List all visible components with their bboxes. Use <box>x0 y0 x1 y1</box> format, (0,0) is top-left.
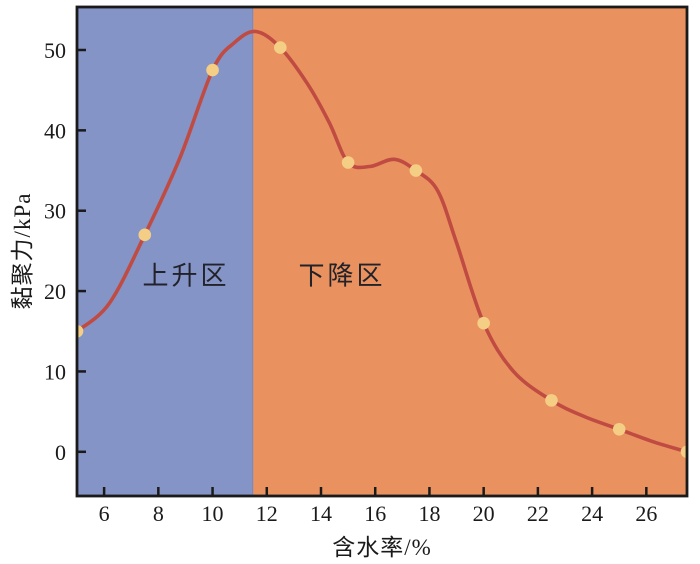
zone-region-falling <box>253 7 687 496</box>
x-tick-label: 16 <box>364 501 386 526</box>
x-tick-label: 8 <box>153 501 164 526</box>
zone-label-rising: 上升区 <box>142 261 230 291</box>
y-tick-label: 0 <box>55 440 66 465</box>
data-point-marker <box>206 63 219 77</box>
x-tick-label: 14 <box>310 501 332 526</box>
data-point-marker <box>274 41 287 54</box>
plot-border <box>75 5 689 498</box>
x-tick-label: 12 <box>256 501 278 526</box>
data-point-marker <box>680 445 687 459</box>
data-point-marker <box>545 394 558 407</box>
y-tick-label: 40 <box>44 118 66 143</box>
data-point-marker <box>477 316 490 330</box>
data-point-marker <box>612 422 626 436</box>
x-tick-label: 20 <box>473 501 495 526</box>
x-tick-label: 10 <box>202 501 224 526</box>
x-tick-label: 22 <box>527 501 549 526</box>
y-tick-label: 10 <box>44 359 66 384</box>
y-tick-label: 50 <box>44 38 66 63</box>
data-point-marker <box>138 228 152 242</box>
x-tick-label: 26 <box>635 501 657 526</box>
x-axis-label: 含水率/% <box>332 535 432 560</box>
x-tick-label: 18 <box>418 501 440 526</box>
x-tick-label: 6 <box>99 501 110 526</box>
data-point-marker <box>341 156 355 169</box>
zone-label-falling: 下降区 <box>298 261 386 291</box>
x-tick-label: 24 <box>581 501 603 526</box>
y-tick-label: 30 <box>44 199 66 224</box>
y-tick-label: 20 <box>44 279 66 304</box>
data-point-marker <box>409 164 423 177</box>
data-point-marker <box>77 324 84 338</box>
zone-region-rising <box>77 7 254 496</box>
y-axis-label: 黏聚力/kPa <box>10 192 35 310</box>
